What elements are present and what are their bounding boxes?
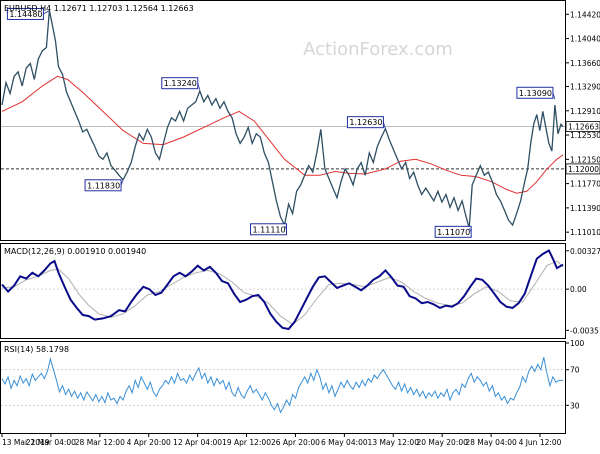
rsi-axis-tick-label: 70 <box>570 366 580 375</box>
macd-signal-line <box>1 260 564 325</box>
hline-price-box <box>565 121 600 132</box>
x-tick-label: 12 Apr 04:00 <box>173 438 222 447</box>
price-axis-tick-label: 1.11770 <box>570 180 600 189</box>
price-axis-tick-label: 1.12530 <box>570 131 600 140</box>
price-annotation-label: 1.12630 <box>349 118 382 127</box>
price-annotation-box <box>250 223 288 236</box>
x-tick-label: 4 Apr 20:00 <box>127 438 171 447</box>
macd-axis-tick-label: 0.00 <box>570 285 587 294</box>
macd-line <box>1 249 564 331</box>
price-line <box>1 10 564 229</box>
hline-price-label: 1.12000 <box>568 165 599 174</box>
price-annotation-label: 1.11830 <box>87 181 120 190</box>
price-axis-tick-label: 1.12910 <box>570 107 600 116</box>
price-annotation-leader <box>197 83 201 90</box>
price-axis-tick-label: 1.14420 <box>570 10 600 19</box>
macd-axis-tick-label: -0.003519 <box>570 326 600 335</box>
price-panel-title: EURUSD,H4 1.12671 1.12703 1.12564 1.1266… <box>4 4 194 13</box>
price-annotation-leader <box>383 122 386 129</box>
macd-panel-frame <box>0 243 566 339</box>
rsi-line <box>1 357 563 414</box>
macd-axis-tick-label: 0.003278 <box>570 247 600 256</box>
x-tick-label: 13 May 12:00 <box>368 438 420 447</box>
price-annotation-label: 1.14480 <box>9 10 42 19</box>
x-tick-label: 13 Mar 2019 <box>2 438 50 447</box>
price-annotation-label: 1.11070 <box>437 228 470 237</box>
price-annotation-leader <box>468 228 472 233</box>
rsi-panel-frame <box>0 341 566 434</box>
price-annotation-leader <box>552 92 556 100</box>
hline-price-label: 1.12663 <box>568 123 599 132</box>
price-annotation-leader <box>43 10 50 15</box>
watermark: ActionForex.com <box>303 39 453 60</box>
moving-average-line <box>1 75 564 194</box>
price-panel-frame <box>0 0 566 241</box>
macd-panel-title: MACD(12,26,9) 0.001910 0.001940 <box>4 247 146 256</box>
x-tick-label: 6 May 04:00 <box>321 438 368 447</box>
x-tick-label: 21 Mar 04:00 <box>26 438 76 447</box>
x-tick-label: 28 May 04:00 <box>465 438 517 447</box>
price-axis-tick-label: 1.11390 <box>570 204 600 213</box>
x-tick-label: 26 Apr 20:00 <box>271 438 320 447</box>
price-annotation-label: 1.11110 <box>253 225 286 234</box>
price-axis-tick-label: 1.13660 <box>570 59 600 68</box>
price-annotation-label: 1.13090 <box>519 89 552 98</box>
x-tick-label: 19 Apr 12:00 <box>222 438 271 447</box>
price-annotation-leader <box>120 179 124 186</box>
price-axis-tick-label: 1.14040 <box>570 35 600 44</box>
price-axis-tick-label: 1.13290 <box>570 83 600 92</box>
rsi-axis-tick-label: 30 <box>570 401 580 410</box>
price-axis-tick-label: 1.12150 <box>570 155 600 164</box>
rsi-panel-title: RSI(14) 58.1798 <box>4 345 69 354</box>
x-tick-label: 28 Mar 12:00 <box>75 438 125 447</box>
price-axis-tick-label: 1.11010 <box>570 228 600 237</box>
x-tick-label: 4 Jun 12:00 <box>519 438 562 447</box>
rsi-axis-tick-label: 100 <box>570 339 585 348</box>
price-annotation-label: 1.13240 <box>164 79 197 88</box>
x-tick-label: 20 May 20:00 <box>416 438 468 447</box>
hline-price-box <box>565 163 600 175</box>
price-annotation-leader <box>284 225 287 230</box>
